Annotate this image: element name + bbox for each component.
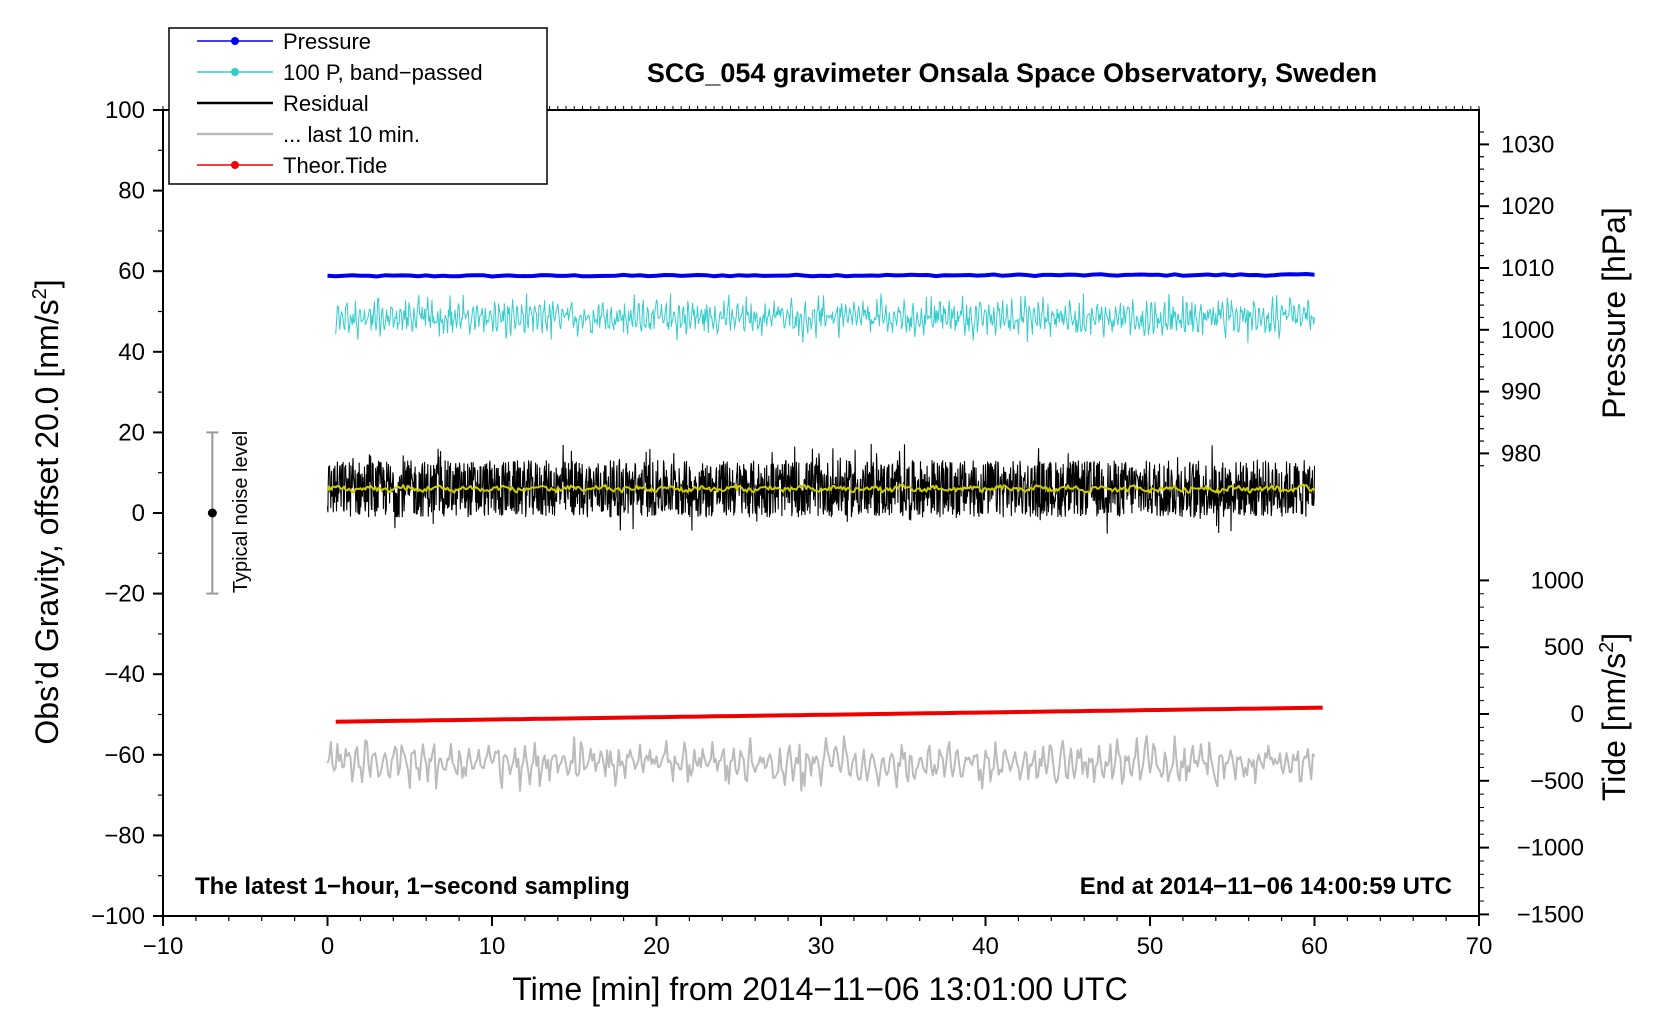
x-tick-label: 40 [972, 933, 999, 960]
tide-tick-label: −500 [1530, 768, 1584, 795]
pressure-tick-label: 980 [1501, 440, 1541, 467]
x-tick-label: 10 [479, 933, 506, 960]
noise-level-label: Typical noise level [230, 431, 252, 593]
x-tick-label: 60 [1301, 933, 1328, 960]
tide-tick-label: 1000 [1531, 567, 1584, 594]
x-tick-label: 0 [321, 933, 334, 960]
legend-marker [231, 161, 239, 169]
pressure-tick-label: 1000 [1501, 317, 1554, 344]
x-tick-label: 30 [808, 933, 835, 960]
pressure-tick-label: 1030 [1501, 131, 1554, 158]
series-100-p-band-passed [335, 293, 1315, 344]
y-tick-label: 100 [105, 97, 145, 124]
legend-label: Theor.Tide [283, 153, 387, 178]
chart-title: SCG_054 gravimeter Onsala Space Observat… [647, 58, 1377, 88]
legend-label: Pressure [283, 29, 371, 54]
x-tick-label: 70 [1466, 933, 1493, 960]
series-theor-tide [335, 705, 1323, 724]
y-axis-title-tide-main: Tide [nm/s [1596, 653, 1632, 801]
y-tick-label: 60 [118, 258, 145, 285]
annotation-end-time: End at 2014−11−06 14:00:59 UTC [1080, 873, 1452, 900]
y-axis-title-left: Obs’d Gravity, offset 20.0 [nm/s2] [29, 279, 65, 744]
y-tick-label: −80 [104, 822, 145, 849]
x-axis-title: Time [min] from 2014−11−06 13:01:00 UTC [512, 971, 1127, 1007]
y-tick-label: −100 [91, 903, 145, 930]
y-axis-title-left-sup: 2 [29, 288, 51, 299]
y-axis-title-left-end: ] [29, 279, 65, 288]
pressure-tick-label: 1010 [1501, 255, 1554, 282]
legend-box [168, 27, 548, 185]
y-axis-title-tide: Tide [nm/s2] [1596, 633, 1632, 801]
y-tick-label: −20 [104, 581, 145, 608]
tide-tick-label: 0 [1571, 701, 1584, 728]
y-axis-title-tide-sup: 2 [1596, 642, 1618, 653]
tide-tick-label: −1500 [1517, 901, 1584, 928]
tide-tick-label: −1000 [1517, 835, 1584, 862]
pressure-tick-label: 1020 [1501, 193, 1554, 220]
x-tick-label: 20 [643, 933, 670, 960]
legend-marker [231, 68, 239, 76]
legend-marker [231, 37, 239, 45]
legend-label: Residual [283, 91, 369, 116]
legend-label: ... last 10 min. [283, 122, 420, 147]
legend-label: 100 P, band−passed [283, 60, 483, 85]
x-tick-label: 50 [1137, 933, 1164, 960]
noise-bar-center [207, 508, 217, 518]
noise-level-indicator [206, 431, 219, 595]
series--last-10-min- [326, 735, 1316, 792]
series-pressure [327, 272, 1315, 279]
y-tick-label: 20 [118, 419, 145, 446]
pressure-tick-label: 990 [1501, 379, 1541, 406]
series-residual-smoothed [326, 483, 1315, 494]
x-tick-label: −10 [143, 933, 184, 960]
y-tick-label: 40 [118, 339, 145, 366]
y-tick-label: 80 [118, 178, 145, 205]
legend-items: Pressure 100 P, band−passed Residual ... la… [197, 29, 483, 178]
axes: −10 0 10 20 30 40 50 60 70−100−80−60−40−20020406… [91, 97, 1584, 960]
y-tick-label: 0 [132, 500, 145, 527]
y-axis-title-left-main: Obs’d Gravity, offset 20.0 [nm/s [29, 299, 65, 744]
y-tick-label: −60 [104, 742, 145, 769]
annotation-sampling: The latest 1−hour, 1−second sampling [195, 873, 630, 900]
y-tick-label: −40 [104, 661, 145, 688]
series-layer [326, 272, 1323, 792]
legend: Pressure 100 P, band−passed Residual ... la… [168, 27, 548, 185]
y-axis-title-tide-end: ] [1596, 633, 1632, 642]
y-axis-title-pressure: Pressure [hPa] [1596, 207, 1632, 419]
tide-tick-label: 500 [1544, 634, 1584, 661]
series-residual [326, 443, 1316, 534]
